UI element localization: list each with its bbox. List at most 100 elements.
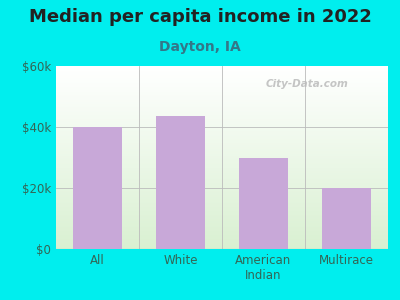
Bar [56,227,388,228]
Bar [56,182,388,183]
Bar [56,247,388,248]
Bar [56,120,388,121]
Bar [56,207,388,208]
Bar [56,123,388,124]
Bar [56,212,388,213]
Bar [56,141,388,142]
Bar [56,124,388,125]
Bar [56,147,388,148]
Bar [56,99,388,100]
Bar [56,122,388,123]
Bar [56,113,388,114]
Bar [56,196,388,197]
Bar [56,219,388,220]
Bar [56,103,388,104]
Bar [56,240,388,241]
Bar [56,152,388,153]
Bar [56,197,388,198]
Bar [56,92,388,93]
Bar [56,69,388,70]
Bar [56,148,388,149]
Bar [56,143,388,144]
Bar [56,78,388,79]
Bar [56,244,388,245]
Bar [56,162,388,163]
Bar [56,167,388,168]
Bar [56,168,388,169]
Bar [56,190,388,191]
Bar [56,191,388,192]
Bar [56,237,388,238]
Bar [56,181,388,182]
Bar [56,137,388,138]
Bar [56,67,388,68]
Bar [56,80,388,81]
Bar [56,187,388,188]
Bar [56,135,388,136]
Bar [56,217,388,218]
Bar [56,156,388,157]
Bar [56,173,388,174]
Bar [56,163,388,164]
Bar [56,125,388,126]
Bar [56,238,388,239]
Bar [56,230,388,231]
Bar [56,107,388,108]
Bar [56,119,388,120]
Bar [56,202,388,203]
Bar [56,220,388,221]
Bar [56,131,388,132]
Bar [56,246,388,247]
Bar [56,236,388,237]
Bar [56,114,388,115]
Bar [56,84,388,85]
Bar [56,154,388,155]
Bar [56,101,388,102]
Bar [56,90,388,91]
Bar [56,70,388,71]
Bar [56,112,388,113]
Bar [56,186,388,187]
Bar [56,241,388,242]
Bar [56,108,388,109]
Bar [56,87,388,88]
Bar [56,194,388,195]
Bar [56,229,388,230]
Bar [156,116,206,249]
Bar [56,144,388,145]
Bar [56,72,388,73]
Bar [56,95,388,96]
Bar [56,233,388,234]
Bar [56,116,388,117]
Bar [56,171,388,172]
Bar [56,218,388,219]
Bar [56,180,388,181]
Bar [56,205,388,206]
Bar [56,169,388,170]
Bar [56,214,388,215]
Bar [56,223,388,224]
Bar [56,232,388,233]
Bar [56,185,388,186]
Bar [56,177,388,178]
Bar [56,97,388,98]
Bar [56,231,388,232]
Bar [56,71,388,72]
Bar [56,132,388,133]
Bar [56,172,388,173]
Bar [56,210,388,211]
Bar [56,121,388,122]
Bar [56,203,388,204]
Bar [56,206,388,207]
Bar [56,133,388,134]
Bar [56,77,388,78]
Bar [56,239,388,240]
Bar [56,96,388,97]
Bar [56,100,388,101]
Bar [56,110,388,111]
Bar [56,215,388,216]
Bar [56,235,388,236]
Bar [56,195,388,196]
Bar [56,128,388,129]
Bar [56,126,388,127]
